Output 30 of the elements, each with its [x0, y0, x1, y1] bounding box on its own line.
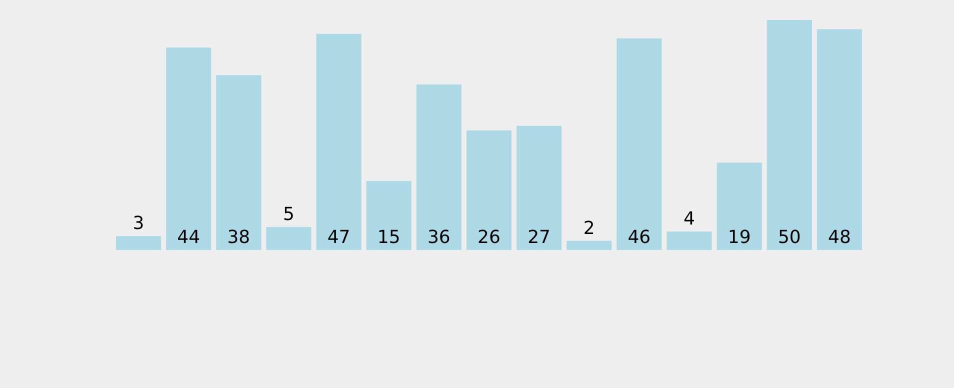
data-label: 15: [377, 227, 400, 248]
data-label: 38: [227, 227, 250, 248]
data-label: 46: [628, 227, 651, 248]
data-label: 26: [478, 227, 500, 248]
bar: [766, 20, 812, 250]
bar: [616, 38, 662, 250]
data-label: 2: [583, 218, 595, 239]
data-label: 4: [684, 208, 695, 230]
data-label: 44: [177, 227, 200, 248]
bar: [516, 126, 562, 250]
data-label: 36: [427, 227, 450, 248]
bar: [466, 130, 512, 250]
data-label: 5: [283, 204, 294, 225]
bar: [116, 236, 162, 250]
bar: [266, 227, 312, 250]
data-label: 47: [327, 227, 350, 248]
bar: [216, 75, 262, 250]
bar: [716, 162, 762, 250]
bar: [366, 181, 412, 250]
data-label: 50: [778, 227, 801, 248]
bar: [416, 84, 462, 250]
data-label: 19: [728, 227, 751, 248]
data-label: 27: [528, 227, 551, 248]
bar: [816, 29, 862, 250]
bar: [566, 240, 612, 250]
bar: [166, 48, 212, 250]
bar: [666, 232, 712, 250]
data-label: 48: [828, 227, 851, 248]
bar: [316, 34, 362, 250]
data-label: 3: [132, 213, 144, 234]
